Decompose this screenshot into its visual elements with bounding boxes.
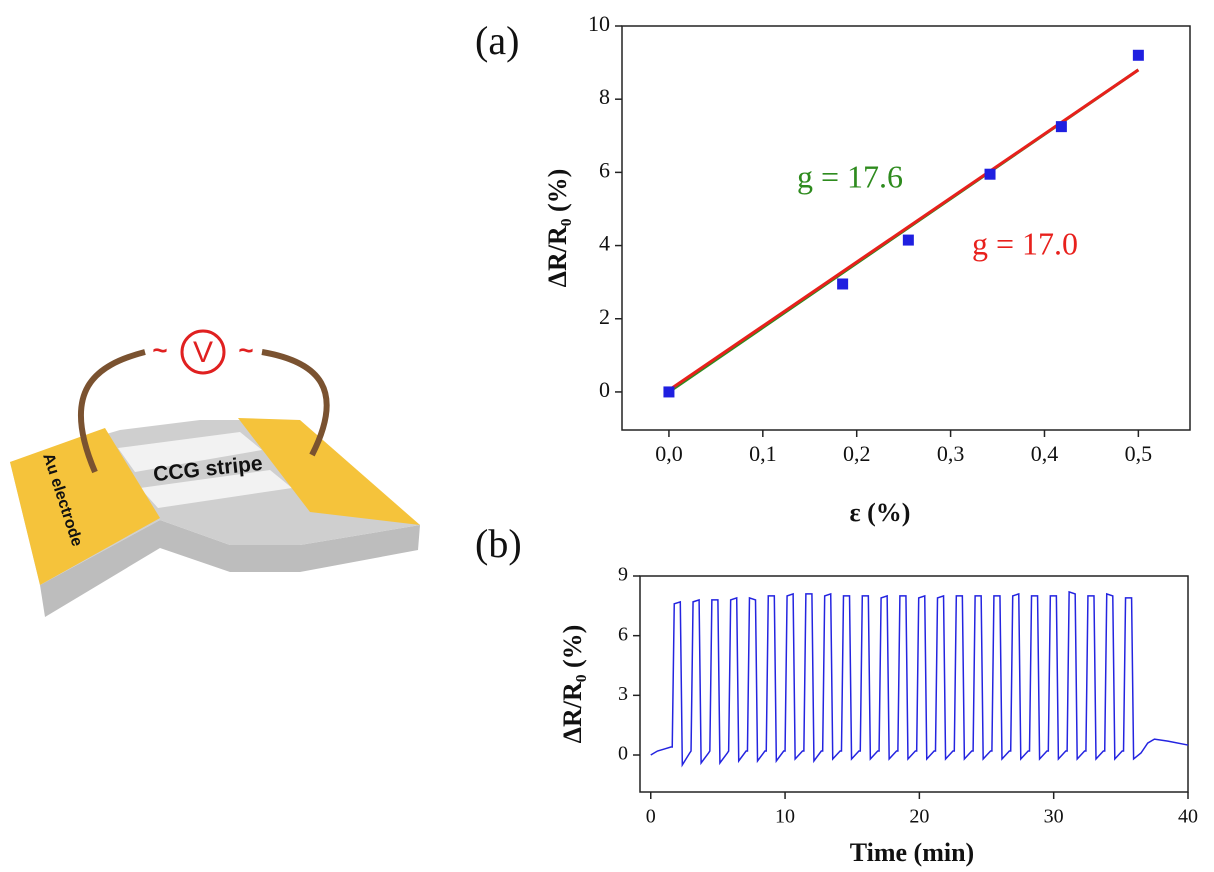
substrate-side [40, 520, 420, 617]
y-tick-label: 0 [618, 743, 628, 765]
x-tick-label: 10 [775, 806, 795, 828]
wire [261, 349, 330, 457]
panel-label: (a) [475, 18, 519, 63]
y-tick-label: 0 [599, 377, 610, 402]
voltmeter [180, 329, 226, 375]
data-point [837, 278, 849, 290]
left-electrode [10, 428, 160, 585]
tilde: ~ [238, 335, 253, 365]
y-tick-label: 8 [599, 84, 610, 109]
data-point [663, 386, 675, 398]
x-tick-label: 0,0 [655, 441, 683, 466]
y-tick-label: 6 [599, 157, 610, 182]
data-line [650, 590, 1189, 768]
y-tick-label: 4 [599, 231, 610, 256]
device-diagram: ~ V ~ Au electrode CCG stripe [10, 329, 420, 617]
plot-frame [639, 575, 1189, 793]
x-tick-label: 0,5 [1125, 441, 1153, 466]
y-axis-label: ΔR/R₀ (%) [543, 169, 572, 288]
y-tick-label: 6 [618, 623, 628, 645]
x-tick-label: 0,1 [749, 441, 777, 466]
panel-label: (b) [475, 521, 522, 566]
wire [77, 349, 146, 474]
y-tick-label: 2 [599, 304, 610, 329]
y-tick-label: 3 [618, 683, 628, 705]
x-tick-label: 20 [909, 806, 929, 828]
stripe-band [140, 470, 292, 508]
data-point [1132, 49, 1144, 61]
data-point [984, 168, 996, 180]
tilde: ~ [152, 335, 167, 365]
data-point [902, 234, 914, 246]
x-tick-label: 0,2 [843, 441, 871, 466]
annotation: g = 17.6 [797, 158, 903, 194]
x-tick-label: 30 [1044, 806, 1064, 828]
x-tick-label: 40 [1178, 806, 1198, 828]
annotation: g = 17.0 [972, 225, 1078, 261]
data-point [1055, 121, 1067, 133]
x-axis-label: ε (%) [850, 498, 911, 527]
right-electrode [238, 418, 420, 525]
y-axis-label: ΔR/R₀ (%) [558, 625, 587, 744]
y-tick-label: 10 [588, 11, 610, 36]
y-tick-label: 9 [618, 564, 628, 586]
x-tick-label: 0,4 [1031, 441, 1059, 466]
x-tick-label: 0,3 [937, 441, 965, 466]
meter-label: V [193, 336, 213, 369]
plot-frame [621, 25, 1191, 431]
x-tick-label: 0 [646, 806, 656, 828]
x-axis-label: Time (min) [850, 838, 974, 867]
stripe-band [118, 432, 262, 472]
